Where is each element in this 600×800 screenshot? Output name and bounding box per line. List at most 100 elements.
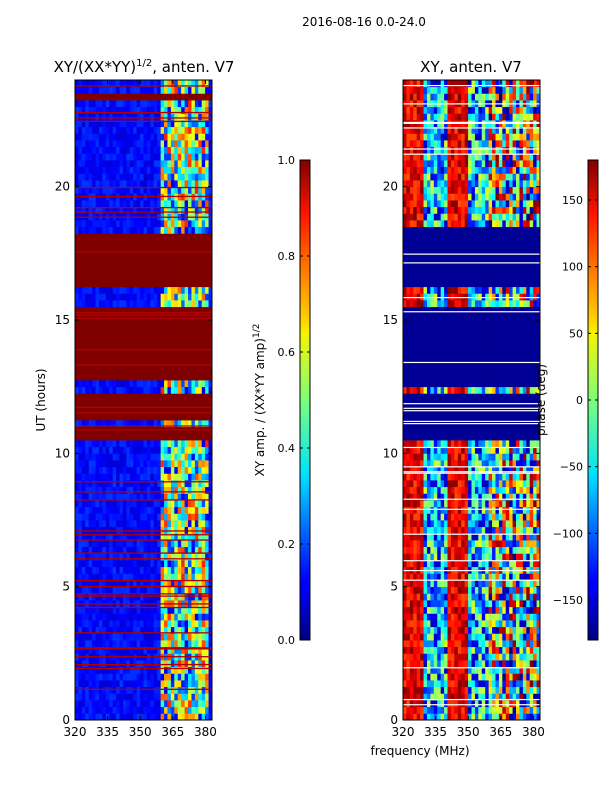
heatmap-cell [188,693,192,701]
heatmap-cell [533,580,537,588]
heatmap-cell [85,86,90,94]
heatmap-cell [126,260,131,268]
heatmap-cell [471,660,476,668]
heatmap-cell [150,546,155,554]
heatmap-cell [208,460,212,468]
heatmap-cell [119,173,124,181]
heatmap-cell [140,453,144,461]
heatmap-cell [529,666,534,674]
heatmap-cell [454,586,459,594]
heatmap-cell [112,553,117,561]
heatmap-cell [109,446,114,454]
heatmap-cell [208,660,212,668]
heatmap-cell [153,153,158,161]
heatmap-cell [191,440,196,448]
heatmap-cell [88,686,93,694]
heatmap-cell [198,180,203,188]
heatmap-cell [188,206,192,214]
heatmap-cell [105,366,110,374]
heatmap-cell [447,713,452,720]
heatmap-cell [437,706,442,714]
heatmap-cell [188,533,192,541]
heatmap-cell [471,686,476,694]
heatmap-cell [75,166,79,174]
heatmap-cell [98,326,103,334]
heatmap-cell [167,260,172,268]
heatmap-cell [205,540,209,548]
heatmap-cell [129,460,134,468]
heatmap-cell [416,680,421,688]
heatmap-cell [198,533,203,541]
heatmap-cell [140,266,144,274]
heatmap-cell [160,313,165,321]
heatmap-cell [440,553,445,561]
heatmap-cell [481,646,486,654]
heatmap-cell [116,93,120,101]
heatmap-cell [88,286,93,294]
heatmap-cell [205,486,209,494]
heatmap-cell [129,246,134,254]
heatmap-cell [512,700,517,708]
heatmap-cell [112,620,117,628]
heatmap-cell [181,573,185,581]
heatmap-cell [150,620,155,628]
heatmap-cell [112,373,117,381]
heatmap-cell [526,686,531,694]
heatmap-cell [181,206,185,214]
heatmap-cell [102,86,107,94]
heatmap-cell [88,200,93,208]
heatmap-cell [122,360,127,368]
heatmap-cell [170,93,175,101]
heatmap-cell [122,613,127,621]
heatmap-cell [88,486,93,494]
heatmap-cell [92,593,96,601]
heatmap-cell [188,546,192,554]
heatmap-cell [146,380,151,388]
heatmap-cell [201,526,206,534]
heatmap-cell [468,666,472,674]
heatmap-cell [150,573,155,581]
heatmap-cell [205,360,209,368]
heatmap-cell [167,386,172,394]
heatmap-cell [160,106,165,114]
heatmap-cell [450,540,455,548]
heatmap-cell [78,460,83,468]
heatmap-cell [181,126,185,134]
heatmap-cell [143,586,148,594]
heatmap-cell [208,540,212,548]
heatmap-cell [533,560,537,568]
heatmap-cell [119,200,124,208]
heatmap-cell [164,400,168,408]
heatmap-cell [420,686,424,694]
heatmap-cell [198,646,203,654]
heatmap-cell [85,293,90,301]
heatmap-cell [78,353,83,361]
heatmap-cell [150,240,155,248]
heatmap-cell [481,606,486,614]
heatmap-cell [153,533,158,541]
heatmap-cell [205,546,209,554]
heatmap-cell [136,266,141,274]
heatmap-cell [95,80,100,88]
heatmap-cell [81,353,86,361]
heatmap-cell [205,146,209,154]
heatmap-cell [208,686,212,694]
heatmap-cell [454,680,459,688]
heatmap-cell [167,453,172,461]
heatmap-cell [191,453,196,461]
heatmap-cell [102,606,107,614]
heatmap-cell [119,700,124,708]
heatmap-cell [160,146,165,154]
heatmap-cell [116,620,120,628]
heatmap-cell [194,186,199,194]
heatmap-cell [403,606,407,614]
heatmap-cell [416,620,421,628]
heatmap-cell [98,406,103,414]
heatmap-cell [98,146,103,154]
heatmap-cell [150,80,155,88]
heatmap-cell [205,326,209,334]
heatmap-cell [129,566,134,574]
heatmap-cell [150,340,155,348]
heatmap-cell [160,113,165,121]
heatmap-cell [160,140,165,148]
